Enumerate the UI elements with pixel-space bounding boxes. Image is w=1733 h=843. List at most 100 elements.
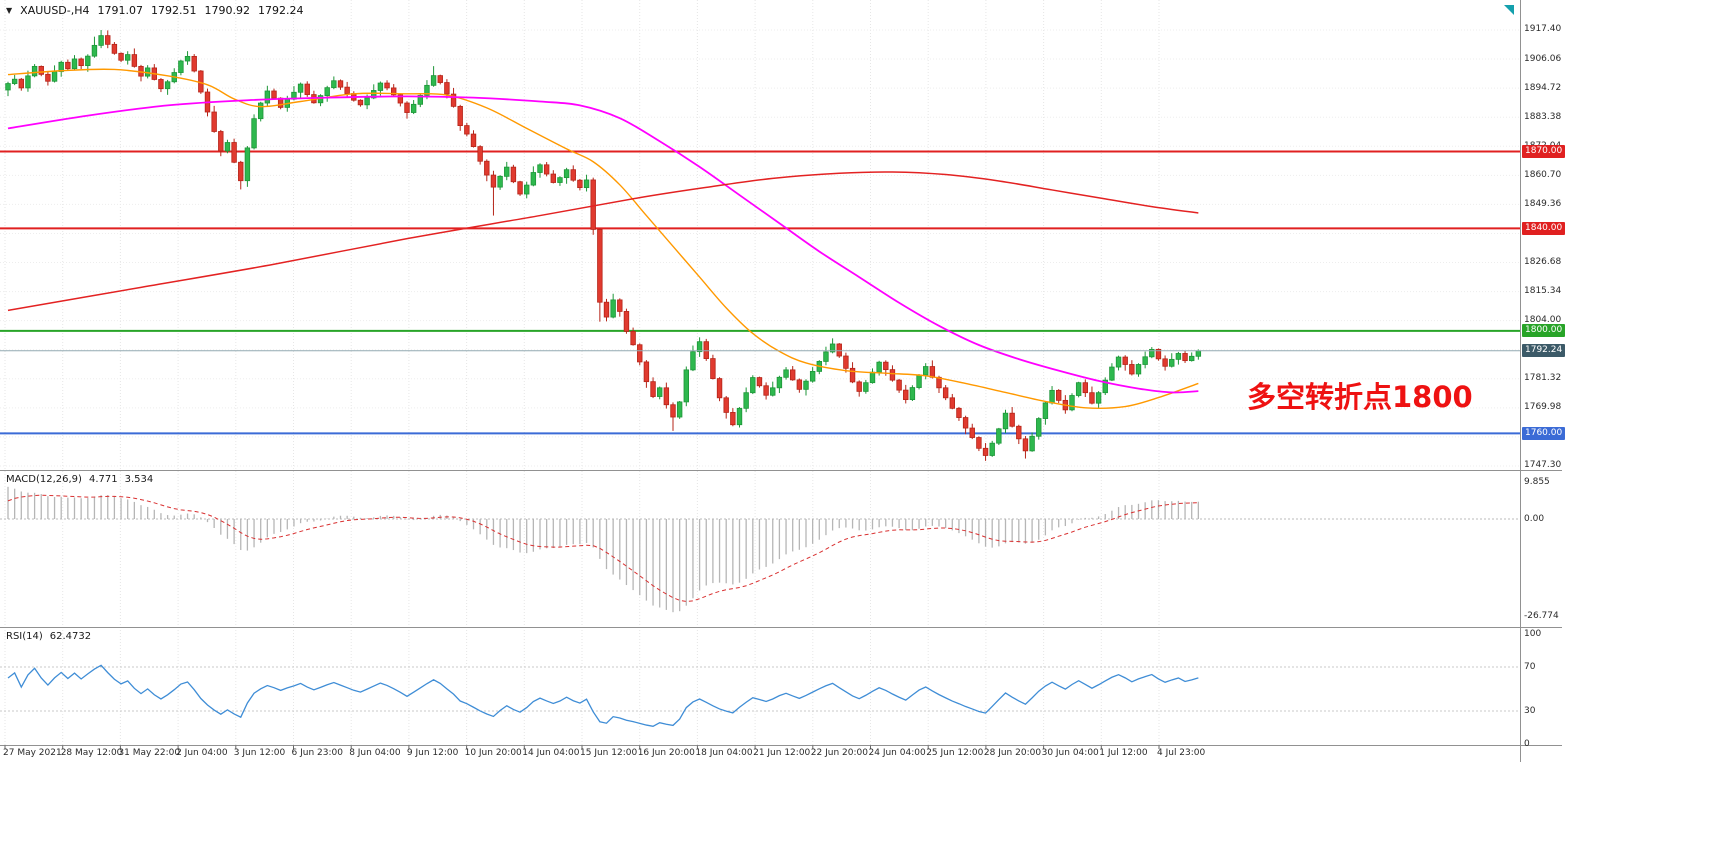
candle-down xyxy=(710,358,716,379)
time-axis-label: 31 May 22:00 xyxy=(118,748,181,758)
candle-up xyxy=(424,84,430,96)
candle-down xyxy=(756,377,763,387)
candle-down xyxy=(1182,353,1188,362)
rsi-line xyxy=(7,664,1199,727)
time-axis-label: 30 Jun 04:00 xyxy=(1041,748,1099,758)
dropdown-icon[interactable]: ▼ xyxy=(6,6,13,15)
price-level-badge: 1800.00 xyxy=(1522,324,1566,338)
current-price-badge: 1792.24 xyxy=(1522,344,1566,358)
candle-up xyxy=(264,90,271,104)
candle-up xyxy=(98,35,104,46)
price-tick-label: 1849.36 xyxy=(1524,198,1562,209)
candle-down xyxy=(643,361,650,383)
candle-down xyxy=(464,125,470,135)
candle-up xyxy=(1169,358,1175,367)
candle-up xyxy=(676,401,683,418)
candle-down xyxy=(929,366,936,378)
candle-down xyxy=(637,344,643,363)
candle-down xyxy=(763,385,769,396)
price-panel[interactable] xyxy=(0,29,1520,461)
time-axis-label: 6 Jun 23:00 xyxy=(291,748,343,758)
candle-up xyxy=(1149,348,1155,358)
candle-down xyxy=(730,412,736,426)
time-axis-label: 28 May 12:00 xyxy=(60,748,123,758)
candle-down xyxy=(577,179,583,189)
candle-up xyxy=(1075,382,1082,396)
candle-up xyxy=(1135,364,1142,375)
candle-down xyxy=(1009,412,1015,427)
candle-down xyxy=(1162,358,1168,367)
candle-up xyxy=(324,87,330,97)
candle-up xyxy=(989,442,995,456)
candle-up xyxy=(417,94,423,105)
grid xyxy=(0,0,1520,745)
candle-down xyxy=(384,82,390,89)
time-axis-label: 10 Jun 20:00 xyxy=(464,748,522,758)
candle-up xyxy=(257,102,264,120)
candle-up xyxy=(823,351,829,362)
candle-down xyxy=(444,82,450,95)
candle-down xyxy=(344,86,350,94)
price-tick-label: 1747.30 xyxy=(1524,460,1562,471)
candle-down xyxy=(663,387,670,406)
candle-up xyxy=(916,374,922,388)
candle-down xyxy=(437,75,443,83)
candle-up xyxy=(996,428,1002,444)
price-tick-label: 1906.06 xyxy=(1524,53,1562,64)
candle-down xyxy=(304,83,310,95)
macd-signal-line xyxy=(7,494,1199,602)
rsi-panel[interactable] xyxy=(0,664,1520,727)
candle-down xyxy=(703,341,709,359)
candle-up xyxy=(85,55,91,67)
candle-up xyxy=(829,343,836,353)
candle-up xyxy=(743,392,749,409)
chart-header: ▼ XAUUSD-,H4 1791.07 1792.51 1790.92 179… xyxy=(6,4,304,17)
time-axis-label: 1 Jul 12:00 xyxy=(1099,748,1148,758)
candle-down xyxy=(723,397,729,413)
candle-up xyxy=(244,147,251,182)
candle-up xyxy=(1109,366,1115,381)
candle-up xyxy=(51,71,58,82)
candle-down xyxy=(1082,382,1088,394)
candle-up xyxy=(1142,356,1148,365)
price-tick-label: 1804.00 xyxy=(1524,315,1562,326)
candle-up xyxy=(696,341,703,353)
candle-down xyxy=(630,331,636,346)
candle-down xyxy=(1022,438,1029,452)
rsi-scale-label: 70 xyxy=(1524,661,1536,672)
candle-down xyxy=(617,299,623,312)
candle-up xyxy=(1102,379,1108,394)
candle-up xyxy=(125,54,131,61)
candle-down xyxy=(883,361,889,371)
rsi-scale-label: 0 xyxy=(1524,738,1530,749)
candle-up xyxy=(803,380,809,390)
time-axis-label: 27 May 2021 xyxy=(3,748,62,758)
candle-down xyxy=(896,379,902,391)
candle-down xyxy=(949,397,955,409)
time-axis-label: 25 Jun 12:00 xyxy=(926,748,984,758)
candle-up xyxy=(610,299,616,318)
candle-down xyxy=(337,80,344,88)
rsi-indicator-label: RSI(14) 62.4732 xyxy=(6,631,91,642)
candle-up xyxy=(164,81,171,90)
candle-down xyxy=(357,99,364,106)
candle-up xyxy=(1175,353,1182,360)
candle-up xyxy=(1095,392,1102,404)
candle-up xyxy=(923,366,929,376)
candle-down xyxy=(118,52,124,61)
candle-up xyxy=(504,166,510,177)
price-tick-label: 1769.98 xyxy=(1524,402,1562,413)
candle-down xyxy=(982,447,989,456)
candle-up xyxy=(770,387,776,396)
candle-up xyxy=(530,172,537,186)
candle-down xyxy=(271,90,277,99)
candle-up xyxy=(410,103,417,113)
macd-panel[interactable] xyxy=(0,486,1520,613)
candle-up xyxy=(863,382,869,392)
candle-up xyxy=(690,351,696,371)
candle-up xyxy=(657,387,663,397)
scroll-to-end-marker[interactable] xyxy=(1504,5,1514,15)
candle-down xyxy=(218,131,224,152)
